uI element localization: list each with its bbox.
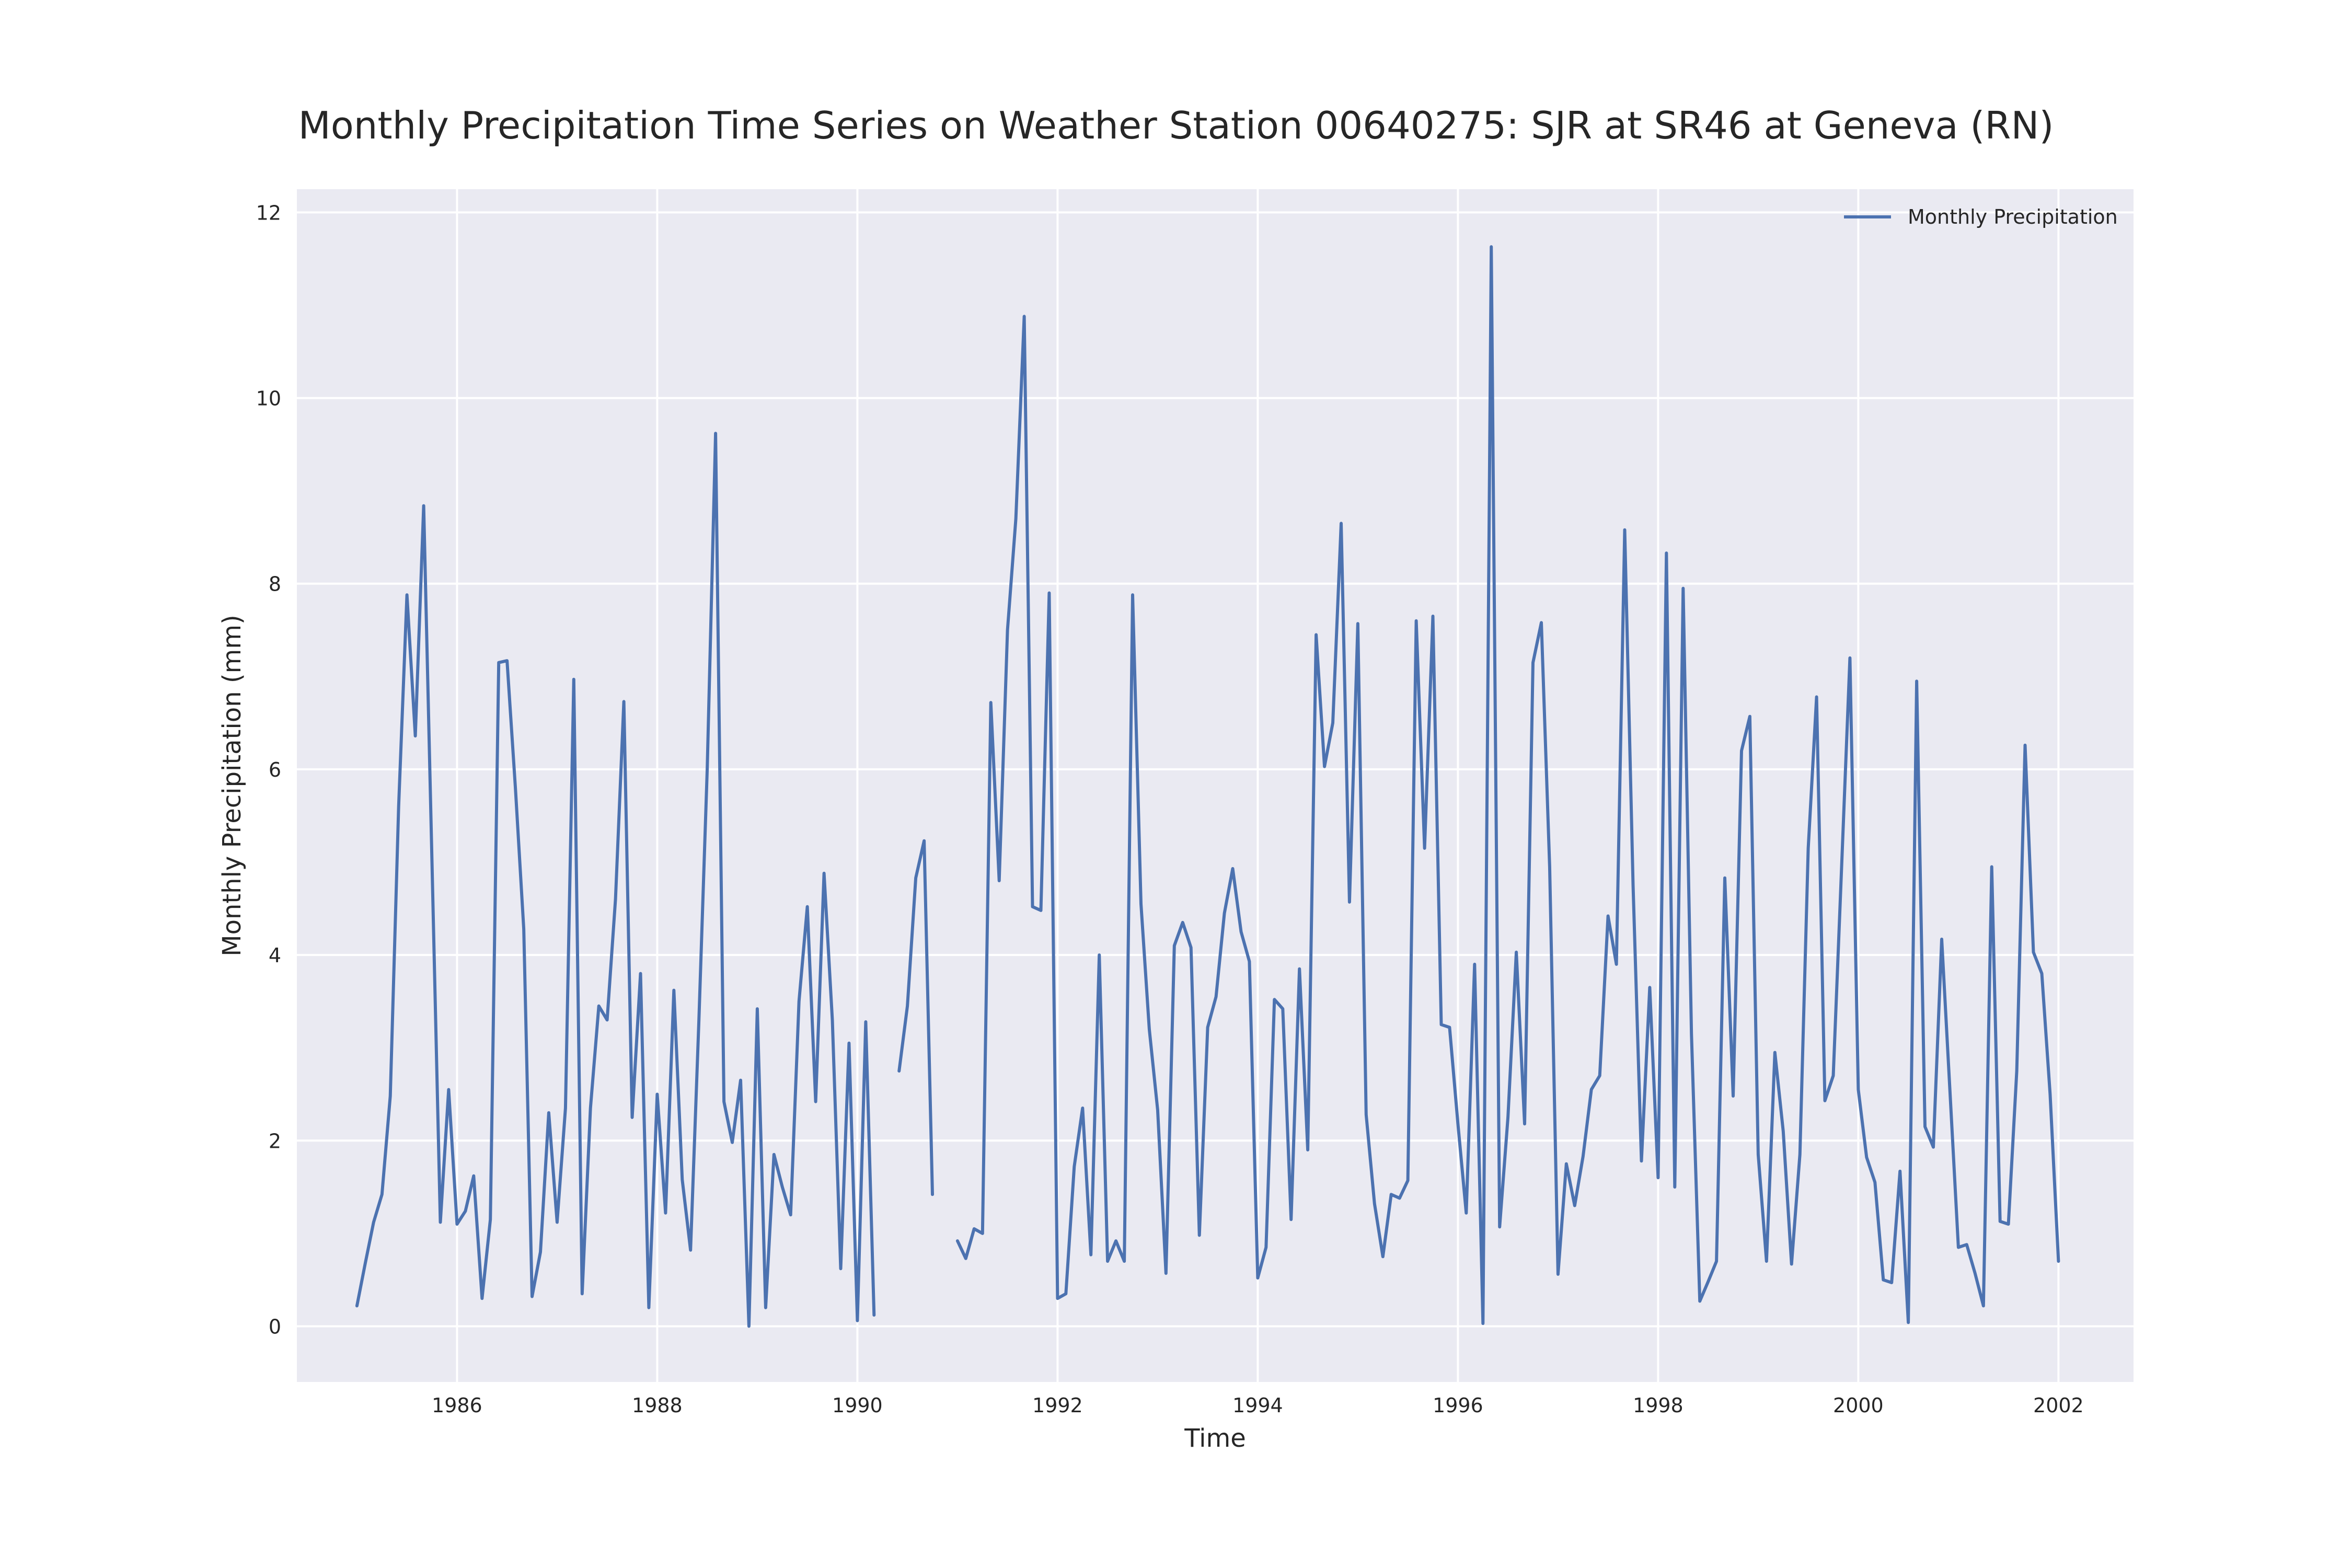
plot-area bbox=[297, 189, 2134, 1382]
x-tick-label: 1990 bbox=[832, 1394, 883, 1417]
y-tick-label: 10 bbox=[256, 387, 281, 410]
legend-label-monthly-precipitation: Monthly Precipitation bbox=[1908, 205, 2118, 228]
y-tick-label: 4 bbox=[269, 944, 281, 967]
y-tick-label: 2 bbox=[269, 1129, 281, 1152]
y-tick-label: 12 bbox=[256, 201, 281, 224]
x-tick-label: 1988 bbox=[632, 1394, 683, 1417]
x-tick-label: 2000 bbox=[1833, 1394, 1884, 1417]
x-tick-label: 2002 bbox=[2033, 1394, 2084, 1417]
x-tick-label: 1998 bbox=[1633, 1394, 1684, 1417]
series-line-monthly-precipitation bbox=[355, 245, 2060, 1328]
y-tick-label: 8 bbox=[269, 573, 281, 596]
y-axis-label: Monthly Precipitation (mm) bbox=[217, 615, 247, 956]
grid-lines bbox=[297, 189, 2134, 1382]
chart-title: Monthly Precipitation Time Series on Wea… bbox=[298, 103, 2054, 147]
x-tick-label: 1992 bbox=[1032, 1394, 1083, 1417]
x-tick-label: 1996 bbox=[1433, 1394, 1483, 1417]
x-tick-label: 1994 bbox=[1232, 1394, 1283, 1417]
y-tick-label: 6 bbox=[269, 758, 281, 781]
x-tick-label: 1986 bbox=[432, 1394, 482, 1417]
y-tick-label: 0 bbox=[269, 1315, 281, 1338]
legend: Monthly Precipitation bbox=[1844, 205, 2118, 228]
tick-labels: 1986 1988 1990 1992 1994 1996 1998 2000 2002 0 2 4 6… bbox=[256, 201, 2084, 1417]
x-axis-label: Time bbox=[1184, 1424, 1246, 1453]
